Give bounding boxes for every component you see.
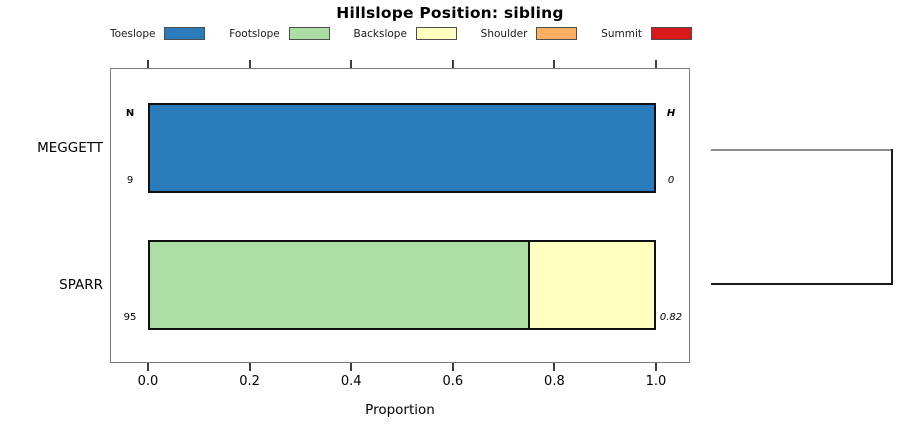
legend-item-shoulder: Shoulder — [481, 27, 578, 40]
legend-item-backslope: Backslope — [354, 27, 457, 40]
legend-swatch-toeslope — [164, 27, 206, 40]
chart-title: Hillslope Position: sibling — [336, 4, 564, 22]
x-axis-tick-bottom — [553, 363, 556, 371]
bar-sparr: 95 0.82 — [124, 240, 682, 330]
legend-item-summit: Summit — [601, 27, 692, 40]
legend-label-toeslope: Toeslope — [110, 27, 156, 40]
row-count-sparr: 95 — [123, 312, 137, 323]
legend-label-footslope: Footslope — [229, 27, 280, 40]
legend-item-footslope: Footslope — [229, 27, 330, 40]
clipped-panel-right-line — [891, 149, 893, 285]
bar-segment-toeslope — [150, 105, 654, 191]
x-axis-tick-bottom — [147, 363, 149, 371]
y-axis-label-sparr: SPARR — [59, 277, 103, 293]
y-axis-label-meggett: MEGGETT — [37, 140, 103, 156]
x-axis-tick-top — [655, 60, 657, 68]
x-axis-tick-top — [553, 60, 556, 68]
row-count-meggett: 9 — [126, 175, 134, 186]
legend-label-backslope: Backslope — [353, 27, 407, 40]
x-axis-tick-top — [350, 60, 353, 68]
x-axis-tick-top — [147, 60, 149, 68]
legend-swatch-backslope — [415, 27, 457, 40]
x-axis-tick-bottom — [655, 363, 657, 371]
x-axis-tick-bottom — [451, 363, 454, 371]
x-axis-tick-label: 0.0 — [137, 374, 159, 389]
bar-meggett: N H 9 0 — [126, 103, 675, 193]
x-axis-tick-label: 0.6 — [442, 374, 464, 389]
legend-label-summit: Summit — [601, 27, 642, 40]
segment-divider — [528, 242, 530, 328]
legend-swatch-summit — [650, 27, 692, 40]
x-axis-title: Proportion — [365, 402, 435, 418]
x-axis-tick-bottom — [350, 363, 353, 371]
row-h-value-sparr: 0.82 — [659, 312, 683, 323]
legend-swatch-shoulder — [536, 27, 578, 40]
x-axis-tick-label: 0.4 — [340, 374, 362, 389]
n-column-header: N — [125, 108, 135, 119]
bar-segment-backslope — [528, 242, 654, 328]
legend-item-toeslope: Toeslope — [110, 27, 206, 40]
clipped-panel-bottom-line — [711, 283, 893, 285]
row-h-value-meggett: 0 — [667, 175, 675, 186]
clipped-panel-top-line — [711, 149, 892, 151]
legend: Toeslope Footslope Backslope Shoulder Su… — [110, 25, 692, 42]
legend-label-shoulder: Shoulder — [480, 27, 528, 40]
bar-segment-footslope — [150, 242, 528, 328]
x-axis-tick-label: 1.0 — [645, 374, 667, 389]
x-axis-tick-label: 0.8 — [544, 374, 565, 389]
x-axis-tick-label: 0.2 — [239, 374, 260, 389]
plot-panel-border — [110, 68, 690, 363]
legend-swatch-footslope — [288, 27, 330, 40]
x-axis-tick-top — [248, 60, 251, 68]
x-axis-tick-bottom — [248, 363, 251, 371]
x-axis-tick-top — [451, 60, 454, 68]
h-column-header: H — [666, 108, 676, 119]
